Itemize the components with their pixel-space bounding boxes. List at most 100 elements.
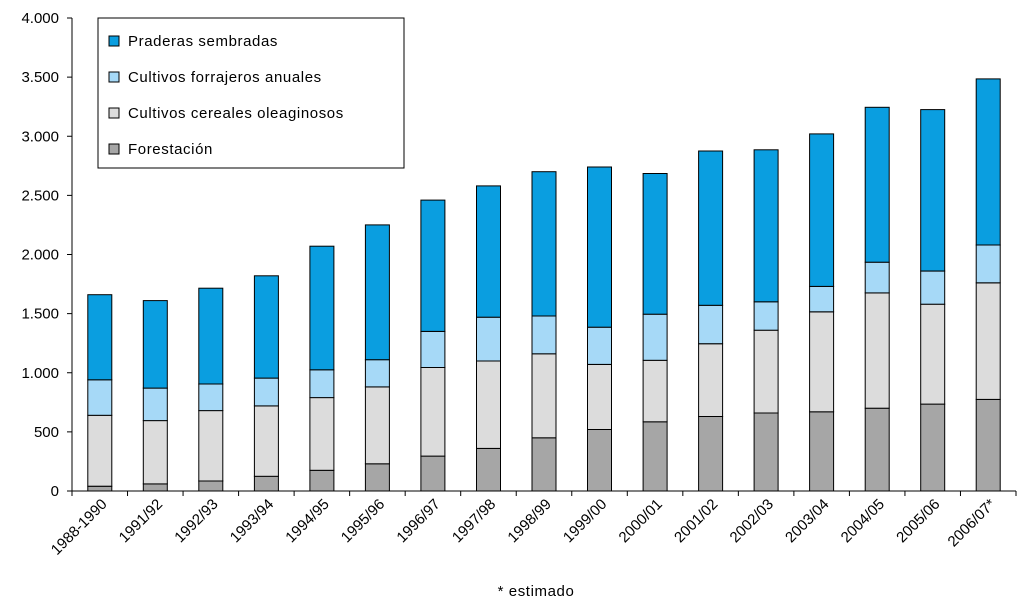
bar-segment [309,245,335,371]
bar-segment [975,244,1001,284]
x-tick-label: 1997/98 [449,496,499,546]
bar-segment [253,475,279,492]
bar-segment [420,330,446,368]
x-tick-label: 2001/02 [671,496,721,546]
bar-segment [698,343,724,417]
x-tick-label: 1995/96 [338,496,388,546]
legend-label: Praderas sembradas [128,33,278,50]
legend-label: Cultivos cereales oleaginosos [128,105,344,122]
bar-segment [476,316,501,362]
x-tick-label: 2003/04 [782,496,832,546]
bar-segment [920,109,946,272]
legend: Praderas sembradas Cultivos forrajeros an… [97,17,405,169]
bar-segment [87,379,113,416]
bar-segment [198,383,224,412]
bar-segment [809,285,835,313]
bar-segment [87,294,113,381]
bar-segment [642,173,668,315]
bars-layer [87,78,1001,492]
bar-segment [142,483,168,492]
y-tick-label: 3.500 [21,69,59,86]
bar-segment [587,429,612,492]
bar-segment [587,166,612,328]
x-tick-label: 1996/97 [393,496,443,546]
bar-segment [476,185,501,318]
bar-segment [920,403,946,492]
bar-segment [253,377,279,407]
bar-segment [364,224,390,361]
bar-segment [642,313,668,361]
bar-segment [476,360,501,449]
y-tick-label: 1.000 [21,365,59,382]
bar-segment [309,369,335,399]
x-tick-label: 2006/07* [945,496,1000,551]
bar-segment [364,386,390,465]
x-tick-label: 1993/94 [227,496,277,546]
bar-segment [198,410,224,482]
x-tick-label: 1998/99 [504,496,554,546]
footnote-estimado: * estimado [498,583,575,600]
y-tick-label: 0 [51,483,59,500]
x-tick-label: 1991/92 [116,496,166,546]
bar-segment [809,133,835,287]
x-tick-label: 1988-1990 [48,496,111,559]
legend-box [97,17,405,169]
y-tick-label: 4.000 [21,10,59,27]
bar-segment [142,300,168,389]
y-tick-label: 1.500 [21,306,59,323]
bar-segment [531,171,557,317]
bar-segment [809,311,835,413]
bar-segment [753,412,779,492]
bar-segment [364,463,390,492]
legend-swatch [108,35,120,47]
bar-segment [198,480,224,492]
legend-label: Forestación [128,141,213,158]
bar-segment [420,366,446,457]
x-tick-label: 2002/03 [727,496,777,546]
x-tick-label: 2000/01 [616,496,666,546]
bar-segment [198,287,224,385]
bar-segment [87,485,113,492]
bar-segment [642,421,668,492]
bar-segment [309,397,335,471]
bar-segment [920,303,946,405]
y-tick-label: 2.000 [21,247,59,264]
bar-segment [920,270,946,305]
x-tick-label: 1992/93 [171,496,221,546]
bar-segment [420,199,446,332]
x-tick-label: 2005/06 [893,496,943,546]
x-tick-label: 2004/05 [838,496,888,546]
y-tick-label: 2.500 [21,187,59,204]
legend-swatch [108,143,120,155]
bar-segment [698,150,724,306]
x-tick-label: 1994/95 [282,496,332,546]
bar-segment [587,364,612,430]
bar-segment [864,106,890,263]
bar-segment [142,420,168,485]
bar-segment [253,275,279,379]
bar-segment [864,261,890,294]
bar-segment [587,326,612,365]
bar-segment [698,304,724,345]
bar-segment [864,292,890,409]
bar-segment [142,387,168,422]
bar-segment [864,407,890,492]
bar-segment [531,437,557,492]
bar-segment [809,411,835,492]
bar-segment [531,315,557,355]
bar-segment [975,282,1001,400]
x-tick-label: 1999/00 [560,496,610,546]
bar-segment [753,301,779,331]
bar-segment [642,359,668,423]
legend-swatch [108,71,120,83]
bar-segment [753,329,779,414]
bar-segment [87,414,113,487]
y-tick-label: 3.000 [21,128,59,145]
bar-segment [476,447,501,492]
bar-segment [975,398,1001,492]
legend-swatch [108,107,120,119]
bar-segment [531,353,557,439]
y-tick-label: 500 [34,424,59,441]
bar-segment [253,405,279,477]
